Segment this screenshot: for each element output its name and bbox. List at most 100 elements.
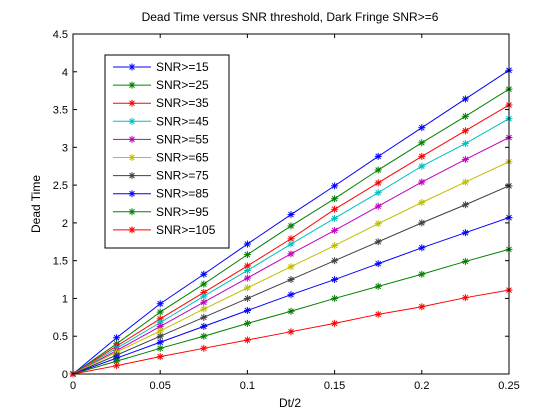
y-tick-label: 1.5	[53, 256, 68, 268]
y-tick-label: 1	[62, 293, 68, 305]
data-point	[418, 139, 426, 147]
data-point	[156, 332, 164, 340]
data-point	[461, 127, 469, 135]
data-point	[418, 178, 426, 186]
data-point	[287, 307, 295, 315]
data-point	[461, 201, 469, 209]
x-tick-label: 0.05	[149, 380, 170, 392]
data-point	[374, 260, 382, 268]
legend-item: SNR>=85	[113, 187, 209, 201]
data-point	[243, 240, 251, 248]
data-point	[200, 322, 208, 330]
data-point	[331, 205, 339, 213]
data-point	[156, 353, 164, 361]
y-axis-label: Dead Time	[29, 175, 43, 233]
data-point	[156, 338, 164, 346]
data-point	[156, 327, 164, 335]
data-point	[374, 202, 382, 210]
data-point	[200, 292, 208, 300]
legend-label: SNR>=75	[156, 169, 209, 183]
data-point	[418, 244, 426, 252]
data-point	[156, 344, 164, 352]
data-point	[374, 179, 382, 187]
x-tick-label: 0.15	[324, 380, 345, 392]
data-point	[331, 226, 339, 234]
data-point	[200, 280, 208, 288]
legend-label: SNR>=85	[156, 187, 209, 201]
series-1	[69, 66, 513, 378]
y-tick-label: 3	[62, 142, 68, 154]
data-point	[461, 294, 469, 302]
data-point	[374, 282, 382, 290]
data-point	[374, 220, 382, 228]
legend-item: SNR>=55	[113, 132, 209, 146]
data-point	[200, 305, 208, 313]
data-point	[461, 229, 469, 237]
data-point	[113, 362, 121, 370]
data-point	[243, 294, 251, 302]
legend: SNR>=15 SNR>=25 SNR>=35 SNR>=45 SNR>=55 SNR>=…	[104, 54, 230, 249]
y-tick-label: 4.5	[53, 29, 68, 41]
data-point	[374, 310, 382, 318]
legend-marker	[128, 208, 136, 216]
data-point	[331, 195, 339, 203]
legend-item: SNR>=45	[113, 114, 209, 128]
legend-item: SNR>=105	[113, 223, 216, 237]
legend-marker	[128, 226, 136, 234]
legend-items: SNR>=15 SNR>=25 SNR>=35 SNR>=45 SNR>=55 SNR>=…	[113, 60, 216, 237]
legend-item: SNR>=15	[113, 60, 209, 74]
data-point	[418, 162, 426, 170]
data-point	[418, 198, 426, 206]
data-point	[200, 313, 208, 321]
data-point	[331, 257, 339, 265]
data-point	[461, 155, 469, 163]
legend-item: SNR>=65	[113, 151, 209, 165]
data-point	[331, 319, 339, 327]
series-4	[69, 115, 513, 378]
axis-ticks: 0 0.05 0.1 0.15 0.2 0.25 0 0.5 1 1.5 2 2.5 3 3.5 4 4.5	[53, 29, 520, 392]
legend-marker	[128, 99, 136, 107]
y-tick-label: 2.5	[53, 180, 68, 192]
data-point	[287, 291, 295, 299]
y-tick-label: 0.5	[53, 331, 68, 343]
data-point	[374, 166, 382, 174]
data-point	[113, 334, 121, 342]
data-point	[418, 270, 426, 278]
data-point	[200, 332, 208, 340]
data-point	[243, 336, 251, 344]
data-point	[331, 182, 339, 190]
legend-item: SNR>=25	[113, 78, 209, 92]
data-point	[461, 140, 469, 148]
data-point	[331, 214, 339, 222]
data-point	[243, 307, 251, 315]
chart-title: Dead Time versus SNR threshold, Dark Fri…	[142, 10, 439, 24]
legend-marker	[128, 135, 136, 143]
legend-label: SNR>=45	[156, 114, 209, 128]
y-tick-label: 0	[62, 369, 68, 381]
data-point	[287, 276, 295, 284]
series-group	[69, 66, 513, 378]
legend-label: SNR>=35	[156, 96, 209, 110]
legend-label: SNR>=55	[156, 132, 209, 146]
legend-label: SNR>=95	[156, 205, 209, 219]
data-point	[243, 284, 251, 292]
legend-item: SNR>=75	[113, 169, 209, 183]
plot-frame	[72, 33, 510, 375]
legend-label: SNR>=65	[156, 151, 209, 165]
data-point	[461, 95, 469, 103]
data-point	[418, 219, 426, 227]
series-8	[69, 214, 513, 378]
data-point	[200, 270, 208, 278]
data-point	[331, 242, 339, 250]
y-tick-label: 2	[62, 218, 68, 230]
legend-marker	[128, 63, 136, 71]
data-point	[461, 257, 469, 265]
data-point	[156, 300, 164, 308]
y-tick-label: 3.5	[53, 105, 68, 117]
data-point	[287, 211, 295, 219]
legend-marker	[128, 154, 136, 161]
data-point	[287, 328, 295, 336]
data-point	[287, 263, 295, 271]
x-axis-label: Dt/2	[279, 396, 301, 410]
